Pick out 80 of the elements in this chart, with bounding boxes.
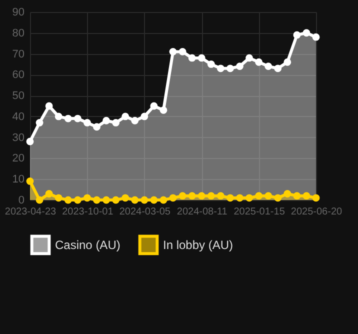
legend-label: Casino (AU): [55, 238, 120, 252]
point: [150, 196, 158, 204]
point: [83, 194, 91, 202]
x-tick-label: 2024-03-05: [119, 206, 171, 218]
point: [178, 48, 186, 56]
point: [198, 54, 206, 62]
point: [226, 194, 234, 202]
point: [255, 192, 263, 200]
point: [216, 192, 224, 200]
point: [26, 138, 34, 146]
point: [207, 192, 215, 200]
point: [93, 196, 100, 204]
point: [246, 194, 253, 202]
y-tick-label: 90: [12, 6, 24, 18]
y-tick-label: 20: [12, 152, 24, 165]
point: [93, 123, 100, 131]
point: [54, 112, 62, 120]
x-tick-label: 2025-06-20: [290, 206, 343, 218]
x-tick-label: 2023-04-23: [4, 206, 57, 218]
x-tick-label: 2024-08-11: [176, 206, 228, 218]
point: [36, 119, 44, 126]
point: [284, 190, 292, 198]
point: [264, 62, 272, 70]
y-tick-label: 40: [12, 110, 24, 123]
point: [122, 112, 130, 120]
point: [264, 192, 272, 200]
point: [26, 178, 34, 185]
point: [150, 102, 158, 110]
point: [236, 194, 244, 202]
y-tick-label: 0: [18, 194, 24, 206]
y-tick-label: 50: [12, 90, 24, 102]
point: [169, 194, 177, 202]
point: [131, 196, 139, 204]
point: [284, 58, 292, 66]
point: [198, 192, 206, 200]
point: [45, 190, 53, 198]
y-tick-label: 80: [12, 27, 24, 40]
point: [178, 192, 186, 200]
point: [188, 54, 196, 62]
y-tick-label: 70: [12, 48, 24, 60]
point: [216, 64, 224, 72]
point: [246, 54, 253, 62]
point: [54, 194, 62, 202]
point: [140, 196, 148, 204]
y-tick-label: 10: [12, 174, 24, 186]
point: [160, 106, 168, 114]
point: [74, 114, 82, 122]
point: [255, 58, 263, 66]
point: [112, 119, 120, 126]
point: [169, 48, 177, 56]
point: [226, 64, 234, 72]
point: [302, 192, 310, 200]
y-tick-label: 30: [12, 132, 24, 144]
y-tick-label: 60: [12, 69, 24, 82]
point: [45, 102, 53, 110]
point: [64, 196, 72, 204]
point: [302, 29, 310, 37]
point: [236, 62, 244, 70]
legend-label: In lobby (AU): [163, 238, 234, 252]
point: [312, 194, 320, 202]
point: [140, 112, 148, 120]
point: [64, 114, 72, 122]
point: [74, 196, 82, 204]
point: [102, 116, 110, 124]
point: [102, 196, 110, 204]
point: [122, 194, 130, 202]
point: [293, 192, 301, 200]
point: [36, 196, 44, 204]
point: [312, 33, 320, 41]
point: [293, 31, 301, 39]
point: [207, 60, 215, 68]
x-tick-label: 2023-10-01: [62, 206, 114, 218]
point: [274, 194, 282, 202]
point: [188, 192, 196, 200]
point: [112, 196, 120, 204]
point: [83, 119, 91, 126]
point: [160, 196, 168, 204]
point: [274, 64, 282, 72]
x-tick-label: 2025-01-15: [234, 206, 286, 218]
point: [131, 116, 139, 124]
